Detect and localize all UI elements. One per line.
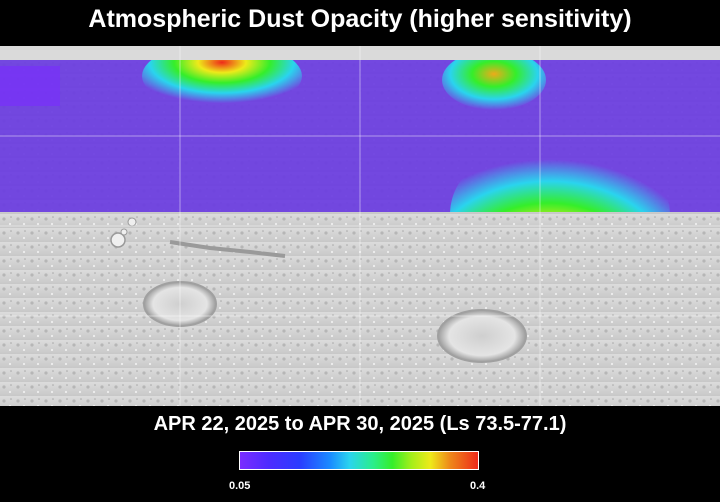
- colorbar-min-label: 0.05: [229, 480, 251, 492]
- date-range-label: APR 22, 2025 to APR 30, 2025 (Ls 73.5-77…: [153, 413, 567, 435]
- basin-argyre: [143, 281, 217, 327]
- basin-hellas: [437, 309, 527, 363]
- dust-opacity-map: [0, 46, 720, 406]
- dust-hotspot-equatorial-east: [450, 136, 670, 212]
- colorbar-max-label: 0.4: [470, 480, 486, 492]
- colorbar: [239, 451, 479, 470]
- dust-hotspot-northcentral: [442, 60, 546, 110]
- volcano-olympus: [110, 232, 126, 248]
- valles-marineris: [169, 240, 286, 258]
- map-title: Atmospheric Dust Opacity (higher sensiti…: [88, 5, 632, 33]
- dust-band-low-west: [0, 66, 60, 106]
- volcano-ascraeus: [127, 217, 137, 227]
- dust-hotspot-northwest: [142, 60, 302, 110]
- dust-overlay: [0, 60, 720, 212]
- lat-lon-grid: [0, 46, 720, 406]
- north-pole-band: [0, 46, 720, 60]
- volcano-pavonis: [120, 228, 128, 236]
